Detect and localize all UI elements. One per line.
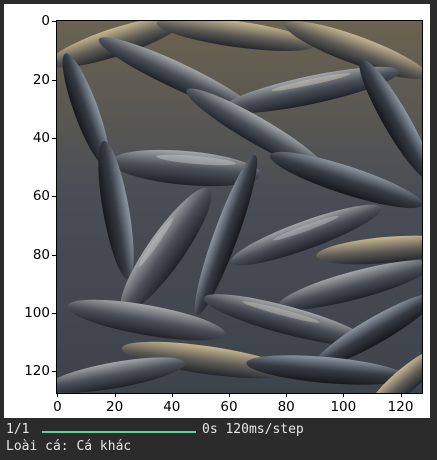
progress-count: 1/1 <box>6 422 30 437</box>
ytick-label: 40 <box>32 130 50 147</box>
ytick-mark <box>52 371 56 373</box>
xtick-label: 20 <box>106 399 124 415</box>
ytick-mark <box>52 196 56 198</box>
progress-bar <box>42 431 196 433</box>
xtick-mark <box>343 393 345 397</box>
xtick-label: 100 <box>330 399 357 415</box>
prediction-result: Loài cá: Cá khác <box>6 439 132 454</box>
ytick-mark <box>52 79 56 81</box>
ytick-label: 100 <box>24 304 50 321</box>
ytick-mark <box>52 254 56 256</box>
ytick-mark <box>52 312 56 314</box>
ytick-label: 0 <box>41 13 50 30</box>
ytick-label: 120 <box>24 363 50 380</box>
xtick-mark <box>400 393 402 397</box>
ytick-label: 20 <box>32 71 50 88</box>
progress-bar-fill <box>42 431 196 433</box>
xtick-mark <box>228 393 230 397</box>
xtick-mark <box>57 393 59 397</box>
fish-image <box>56 20 422 393</box>
ytick-label: 80 <box>32 246 50 263</box>
xtick-label: 40 <box>163 399 181 415</box>
image-plot <box>56 20 422 393</box>
xtick-mark <box>286 393 288 397</box>
ytick-mark <box>52 138 56 140</box>
xtick-label: 80 <box>277 399 295 415</box>
xtick-label: 60 <box>220 399 238 415</box>
xtick-mark <box>171 393 173 397</box>
progress-timing: 0s 120ms/step <box>202 422 304 437</box>
console-output: 1/1 0s 120ms/step Loài cá: Cá khác <box>0 420 437 460</box>
matplotlib-figure: 0 20 40 60 80 100 120 0 20 40 60 80 100 120 <box>4 4 430 418</box>
ytick-mark <box>52 21 56 23</box>
xtick-mark <box>114 393 116 397</box>
xtick-label: 0 <box>53 399 62 415</box>
ytick-label: 60 <box>32 188 50 205</box>
xtick-label: 120 <box>387 399 414 415</box>
